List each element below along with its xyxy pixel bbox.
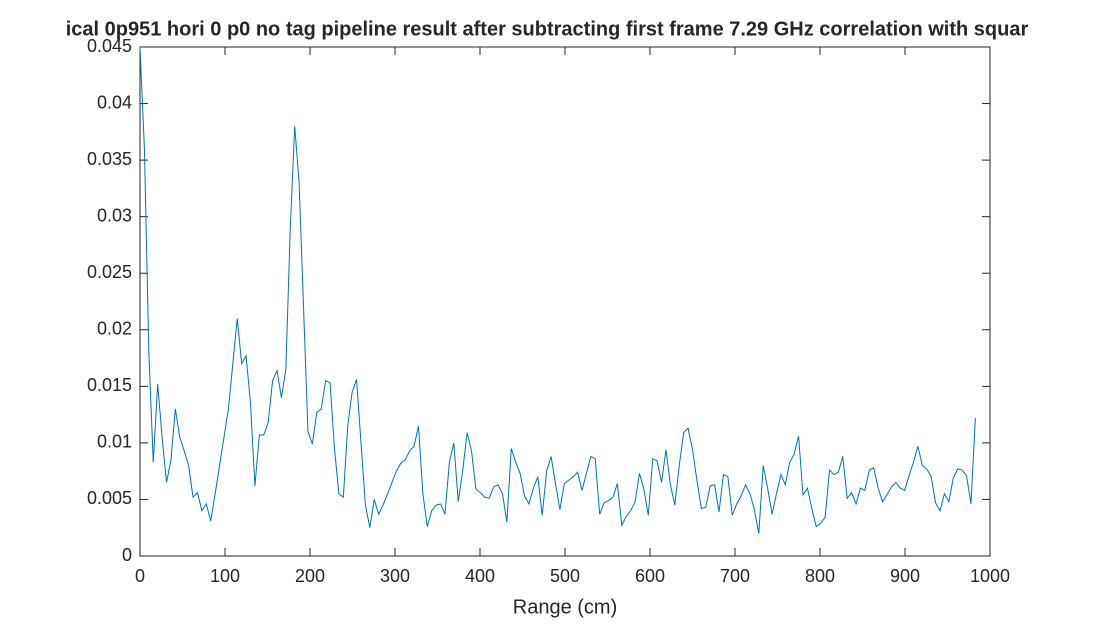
plot-area	[139, 46, 991, 557]
x-axis-label: Range (cm)	[513, 596, 617, 618]
y-tick-label: 0.035	[87, 149, 132, 169]
x-tick-label: 700	[720, 566, 750, 586]
y-tick-label: 0.005	[87, 488, 132, 508]
data-line	[139, 46, 976, 534]
y-tick-label: 0.015	[87, 375, 132, 395]
x-tick-label: 300	[380, 566, 410, 586]
y-tick-label: 0.025	[87, 262, 132, 282]
y-tick-label: 0.01	[97, 432, 132, 452]
chart-title: ical 0p951 hori 0 p0 no tag pipeline res…	[66, 18, 1029, 40]
x-tick-label: 0	[135, 566, 145, 586]
y-tick-label: 0.04	[97, 92, 132, 112]
x-tick-label: 100	[210, 566, 240, 586]
x-tick-label: 500	[550, 566, 580, 586]
x-tick-label: 400	[465, 566, 495, 586]
y-tick-label: 0	[122, 545, 132, 565]
y-tick-label: 0.03	[97, 205, 132, 225]
x-tick-label: 600	[635, 566, 665, 586]
x-tick-label: 900	[890, 566, 920, 586]
y-tick-label: 0.045	[87, 36, 132, 56]
x-tick-label: 1000	[970, 566, 1010, 586]
x-tick-label: 200	[295, 566, 325, 586]
y-tick-label: 0.02	[97, 319, 132, 339]
x-tick-label: 800	[805, 566, 835, 586]
